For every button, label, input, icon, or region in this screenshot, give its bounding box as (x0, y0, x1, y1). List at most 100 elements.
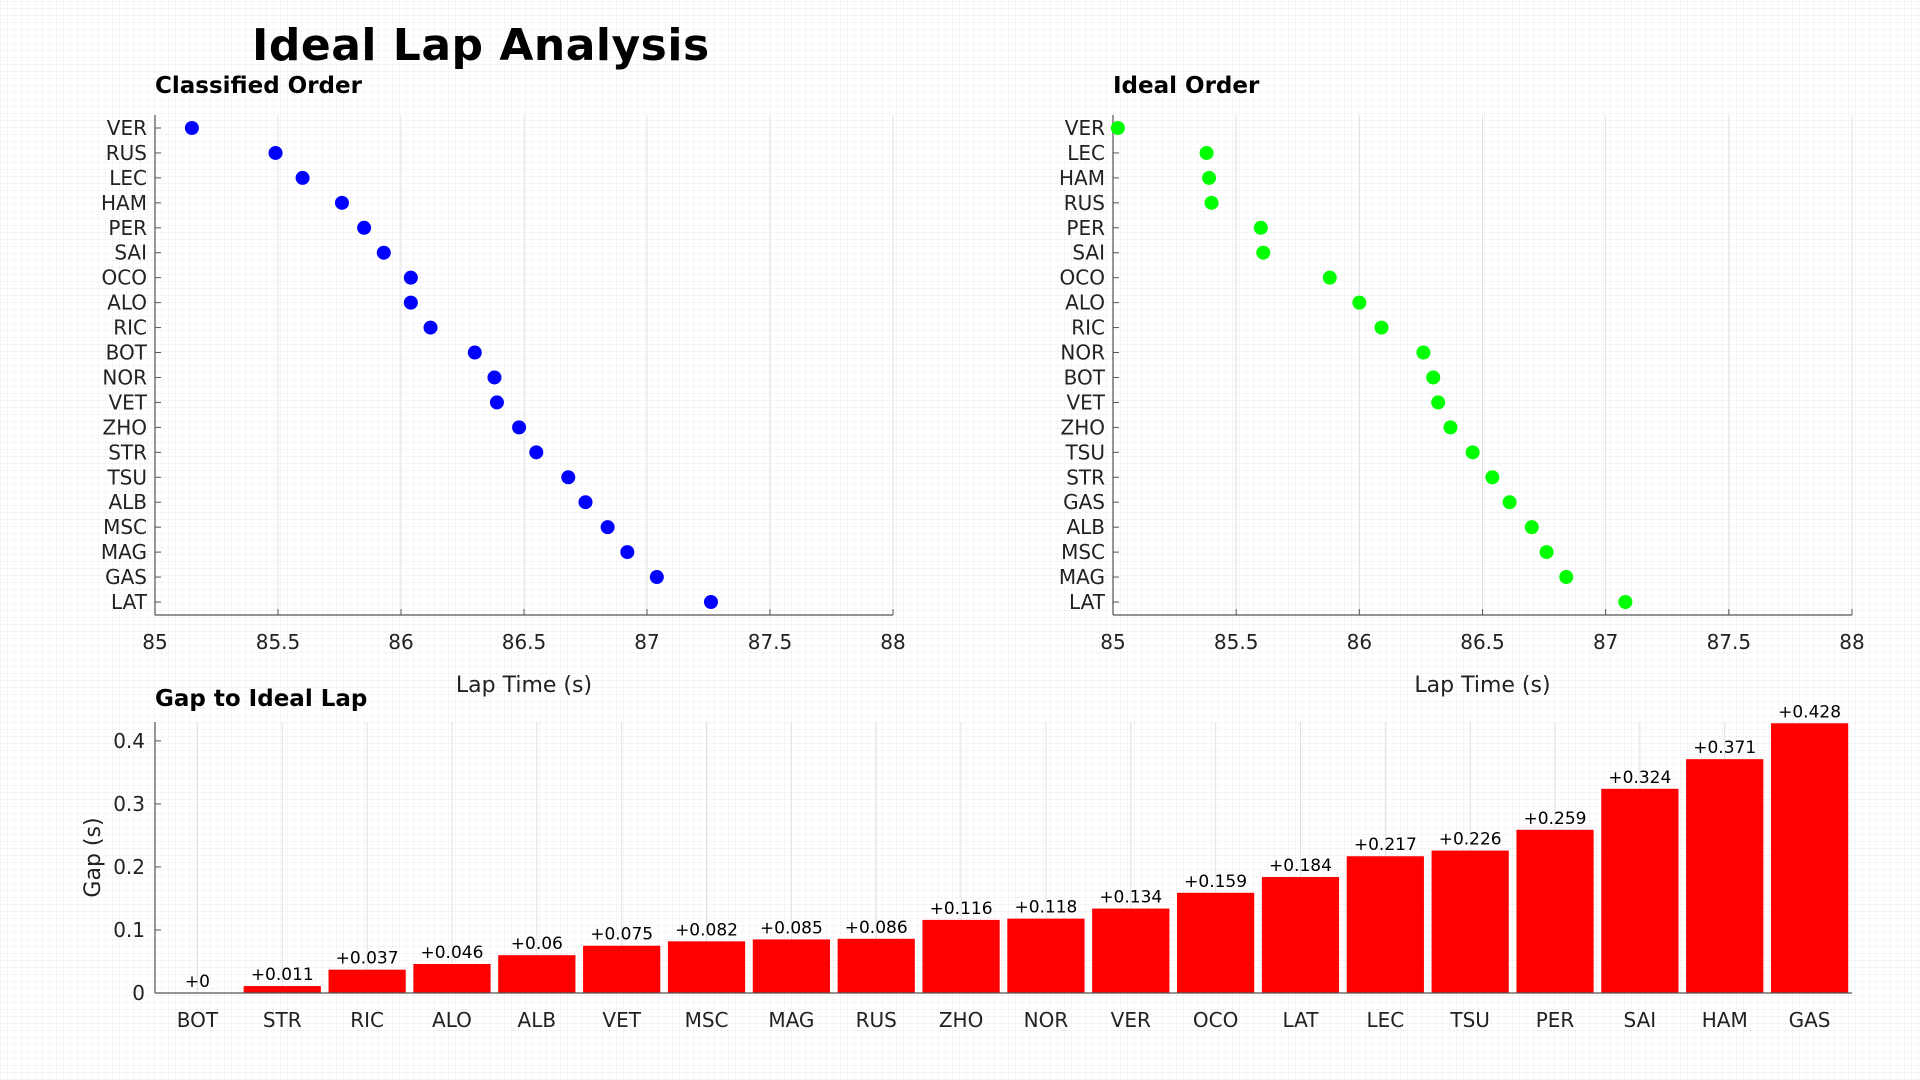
panel3-x-tick-label: BOT (177, 1008, 219, 1032)
panel1-y-tick-label: VET (108, 390, 147, 414)
panel3-bar-sai (1601, 788, 1679, 993)
panel3-bar-rus (837, 938, 915, 993)
panel3-bar-ric (328, 969, 406, 993)
panel2-x-tick-label: 85 (1100, 630, 1125, 654)
panel1-y-tick-label: NOR (102, 365, 147, 389)
panel2-point-msc (1539, 545, 1554, 560)
panel3-bar-tsu (1431, 850, 1509, 993)
panel3-data-label: +0.159 (1184, 872, 1247, 892)
panel1-x-tick-label: 86.5 (502, 630, 547, 654)
gap-chart-title: Gap to Ideal Lap (155, 686, 368, 712)
panel2-y-tick-label: NOR (1060, 341, 1105, 365)
panel2-point-tsu (1465, 445, 1480, 460)
panel2-y-tick-label: ALO (1065, 291, 1105, 315)
panel1-x-tick-label: 86 (388, 630, 413, 654)
panel2-x-tick-label: 86.5 (1460, 630, 1505, 654)
panel3-y-axis-label: Gap (s) (81, 817, 106, 897)
panel3-bar-msc (667, 941, 746, 993)
panel2-point-vet (1431, 395, 1446, 410)
panel3-bar-lec (1346, 856, 1424, 993)
panel3-x-tick-label: TSU (1449, 1008, 1490, 1032)
panel1-point-alb (578, 495, 593, 510)
panel3-x-tick-label: GAS (1789, 1008, 1831, 1032)
panel2-point-ric (1374, 320, 1389, 335)
page-title: Ideal Lap Analysis (252, 20, 710, 71)
panel2-point-mag (1559, 570, 1574, 585)
panel1-point-nor (487, 370, 502, 385)
panel3-data-label: +0.428 (1778, 702, 1841, 722)
panel3-y-tick-label: 0.1 (113, 918, 145, 942)
panel1-y-tick-label: ALO (107, 291, 147, 315)
panel2-y-tick-label: BOT (1064, 365, 1106, 389)
panel1-point-vet (489, 395, 504, 410)
panel3-y-tick-label: 0 (132, 981, 145, 1005)
panel1-y-tick-label: LAT (111, 590, 148, 614)
panel2-y-tick-label: VET (1066, 390, 1105, 414)
panel1-y-tick-label: RUS (106, 141, 147, 165)
panel1-point-msc (600, 520, 615, 535)
panel3-bar-lat (1261, 877, 1340, 993)
panel2-x-tick-label: 87 (1593, 630, 1618, 654)
panel3-data-label: +0.011 (251, 965, 314, 985)
panel3-data-label: +0.06 (511, 934, 563, 954)
panel3-bar-ham (1686, 759, 1764, 993)
panel1-x-tick-label: 87.5 (748, 630, 793, 654)
panel3-y-tick-label: 0.3 (113, 792, 145, 816)
panel1-y-tick-label: VER (107, 116, 147, 140)
panel3-data-label: +0.085 (760, 918, 823, 938)
panel2-point-alb (1524, 520, 1539, 535)
panel3-data-label: +0.217 (1354, 835, 1417, 855)
panel3-y-tick-label: 0.4 (113, 729, 145, 753)
panel2-y-tick-label: MAG (1059, 565, 1105, 589)
panel3-bar-oco (1177, 892, 1255, 993)
panel2-y-tick-label: TSU (1064, 440, 1105, 464)
panel1-point-zho (512, 420, 527, 435)
panel3-bar-zho (922, 919, 1000, 993)
panel3-x-tick-label: ZHO (939, 1008, 983, 1032)
panel3-bar-mag (752, 939, 830, 993)
panel2-x-tick-label: 86 (1347, 630, 1372, 654)
panel1-point-lec (295, 170, 310, 185)
panel2-y-tick-label: VER (1065, 116, 1105, 140)
panel1-point-ric (423, 320, 438, 335)
panel2-point-ver (1110, 121, 1125, 135)
panel2-point-lec (1199, 145, 1214, 160)
panel1-point-lat (703, 595, 718, 609)
panel3-bar-str (243, 986, 321, 993)
panel2-y-tick-label: LAT (1069, 590, 1106, 614)
panel2-x-axis-label: Lap Time (s) (1414, 673, 1550, 698)
panel3-x-tick-label: MAG (768, 1008, 814, 1032)
panel2-y-tick-label: RIC (1071, 316, 1105, 340)
panel2-y-tick-label: STR (1066, 465, 1105, 489)
panel1-y-tick-label: TSU (106, 465, 147, 489)
panel3-data-label: +0.086 (845, 918, 908, 938)
panel2-y-tick-label: MSC (1061, 540, 1105, 564)
panel1-y-tick-label: MAG (101, 540, 147, 564)
panel3-bar-alo (413, 964, 491, 993)
panel3-data-label: +0.371 (1693, 738, 1756, 758)
panel2-point-ham (1202, 170, 1217, 185)
panel1-point-mag (620, 545, 635, 560)
panel1-y-tick-label: RIC (113, 316, 147, 340)
panel2-y-tick-label: ALB (1066, 515, 1105, 539)
panel1-y-tick-label: LEC (109, 166, 147, 190)
panel3-data-label: +0.324 (1608, 768, 1671, 788)
panel1-y-tick-label: ZHO (103, 415, 147, 439)
panel1-y-tick-label: BOT (106, 341, 148, 365)
panel3-data-label: +0.118 (1014, 898, 1077, 918)
panel3-x-tick-label: STR (263, 1008, 302, 1032)
panel3-x-tick-label: VER (1111, 1008, 1151, 1032)
panel2-point-nor (1416, 345, 1431, 360)
panel2-point-bot (1426, 370, 1441, 385)
panel2-point-alo (1352, 295, 1367, 310)
panel2-y-tick-label: ZHO (1061, 415, 1105, 439)
panel2-point-lat (1618, 595, 1633, 609)
panel3-x-tick-label: HAM (1702, 1008, 1748, 1032)
panel3-bar-nor (1007, 918, 1085, 993)
panel2-point-str (1485, 470, 1500, 485)
panel3-x-tick-label: VET (602, 1008, 641, 1032)
panel1-x-tick-label: 87 (634, 630, 659, 654)
panel1-point-sai (376, 245, 391, 260)
panel1-y-tick-label: STR (108, 440, 147, 464)
